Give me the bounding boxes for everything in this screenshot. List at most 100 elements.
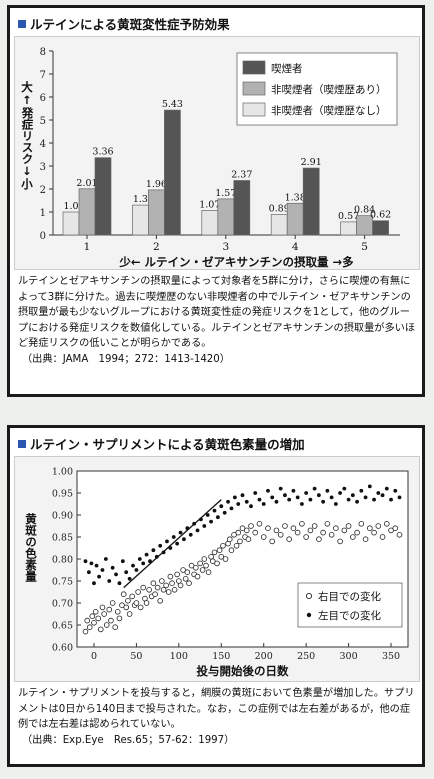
point-right-eye (383, 521, 390, 527)
bar (94, 157, 112, 236)
y-tick-label: 1 (40, 208, 46, 219)
point-right-eye (277, 532, 284, 538)
source-citation: （出典：Exp.Eye Res.65；57-62：1997） (22, 734, 235, 746)
point-left-eye (86, 570, 91, 575)
point-right-eye (337, 538, 343, 545)
point-left-eye (94, 563, 99, 568)
point-right-eye (106, 606, 113, 613)
point-right-eye (282, 523, 288, 529)
point-right-eye (362, 536, 369, 542)
point-left-eye (97, 574, 101, 579)
point-right-eye (143, 600, 150, 606)
point-right-eye (216, 547, 223, 553)
point-right-eye (237, 538, 243, 545)
bar-value-label: 2.91 (301, 157, 322, 168)
point-left-eye (151, 548, 156, 553)
point-right-eye (214, 560, 220, 567)
x-tick-label: 4 (292, 241, 299, 253)
point-right-eye (311, 523, 318, 529)
point-left-eye (114, 572, 118, 577)
bar (233, 180, 251, 236)
panel-title: ルテインによる黄斑変性症予防効果 (18, 14, 230, 33)
point-right-eye (82, 628, 89, 635)
point-left-eye (261, 502, 266, 506)
point-left-eye (325, 488, 330, 493)
point-right-eye (114, 609, 121, 615)
y-label-down-arrow: ↓ (22, 163, 32, 178)
panel-title: ルテイン・サプリメントによる黄斑色素量の増加 (18, 434, 305, 453)
point-left-eye (202, 524, 207, 528)
x-tick-label: 1 (84, 241, 91, 253)
y-tick-label: 2 (40, 185, 46, 196)
point-right-eye (350, 534, 356, 540)
legend-marker-open (305, 592, 313, 600)
point-right-eye (367, 525, 373, 531)
point-right-eye (167, 573, 174, 580)
point-left-eye (278, 486, 283, 491)
point-left-eye (380, 493, 385, 498)
point-right-eye (119, 602, 125, 609)
point-left-eye (291, 488, 296, 493)
trend-line (123, 499, 222, 589)
point-right-eye (201, 556, 208, 562)
point-right-eye (123, 604, 130, 611)
point-right-eye (137, 604, 144, 611)
point-left-eye (321, 499, 326, 504)
x-tick-label: 0 (91, 651, 97, 662)
point-right-eye (171, 587, 178, 593)
point-left-eye (367, 484, 372, 489)
point-left-eye (212, 508, 217, 513)
point-right-eye (235, 529, 242, 536)
point-left-eye (338, 491, 343, 495)
point-left-eye (342, 486, 347, 491)
point-right-eye (194, 573, 201, 580)
legend-label: 右目での変化 (318, 590, 381, 603)
point-right-eye (294, 529, 301, 536)
point-right-eye (328, 532, 335, 538)
point-right-eye (316, 536, 322, 542)
point-right-eye (231, 532, 237, 538)
point-left-eye (397, 495, 402, 500)
point-right-eye (299, 521, 305, 527)
bar-chart-area: 大 ↑ 発症リスク ↓ 小 0 1 2 3 4 5 6 7 8 1.0 2.01 3.36 1 1.3 1.… (14, 36, 420, 270)
point-left-eye (134, 568, 139, 572)
point-left-eye (249, 504, 253, 509)
point-left-eye (144, 552, 149, 557)
point-left-eye (178, 530, 183, 535)
x-tick-label: 50 (130, 651, 142, 662)
panel1-description: ルテインとゼアキサンチンの摂取量によって対象者を5群に分け，さらに喫煙の有無によ… (18, 274, 416, 367)
point-left-eye (312, 486, 317, 491)
x-tick-label: 200 (255, 651, 273, 662)
point-right-eye (199, 567, 206, 573)
point-left-eye (205, 513, 210, 517)
point-left-eye (158, 543, 163, 548)
point-right-eye (307, 527, 314, 534)
x-tick-label: 250 (297, 651, 315, 662)
point-right-eye (358, 521, 365, 527)
point-right-eye (125, 598, 131, 604)
y-tick-label: 0.70 (52, 599, 73, 610)
y-tick-label: 0.60 (52, 643, 73, 654)
y-tick-label: 0.85 (52, 533, 73, 544)
point-right-eye (91, 620, 97, 626)
point-right-eye (396, 532, 403, 538)
point-right-eye (239, 525, 246, 531)
point-right-eye (205, 569, 212, 575)
point-right-eye (188, 562, 195, 569)
x-tick-label: 150 (212, 651, 230, 662)
bar (78, 188, 96, 236)
point-right-eye (126, 611, 133, 617)
point-left-eye (333, 502, 338, 506)
point-right-eye (154, 584, 161, 591)
panel-macular-degeneration: ルテインによる黄斑変性症予防効果 大 ↑ 発症リスク ↓ 小 0 1 2 3 4 5 6 7 8… (7, 5, 425, 397)
x-axis-label: 投与開始後の日数 (197, 664, 289, 678)
bar (164, 109, 181, 236)
y-tick-label: 6 (40, 93, 46, 104)
point-left-eye (171, 535, 176, 539)
point-right-eye (174, 571, 180, 578)
point-right-eye (157, 598, 163, 604)
scatter-chart-area: 黄斑の色素量 0.60 0.65 0.70 0.75 0.80 0.85 0.90 0.95 1… (14, 456, 420, 682)
point-right-eye (392, 525, 399, 531)
point-right-eye (116, 615, 123, 622)
point-right-eye (252, 529, 259, 536)
